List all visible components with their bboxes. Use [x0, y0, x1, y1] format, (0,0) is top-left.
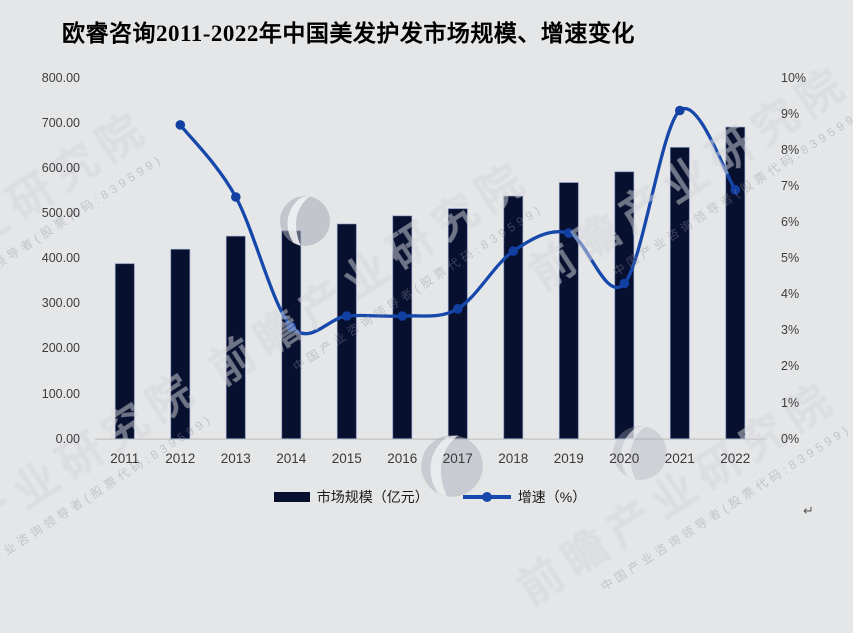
bar-2017: [447, 208, 468, 439]
x-tick-2013: 2013: [220, 451, 251, 466]
y-left-tick-400: 400.00: [41, 251, 80, 266]
y-left-tick-0: 0.00: [55, 431, 80, 446]
y-right-tick-8: 8%: [781, 142, 800, 157]
bar-2021: [669, 146, 690, 440]
bar-2020: [614, 171, 635, 439]
x-tick-2019: 2019: [553, 451, 584, 466]
y-right-tick-7: 7%: [781, 178, 800, 193]
bar-2016: [392, 215, 413, 439]
x-tick-2020: 2020: [609, 451, 640, 466]
y-right-tick-2: 2%: [781, 359, 800, 374]
bar-2014: [281, 230, 302, 440]
growth-line: [178, 106, 737, 336]
x-tick-2014: 2014: [276, 451, 307, 466]
bar-2019: [558, 182, 579, 440]
y-right-tick-4: 4%: [781, 287, 800, 302]
y-left-tick-700: 700.00: [41, 115, 80, 130]
growth-point-2012: [175, 120, 186, 130]
y-left-tick-500: 500.00: [41, 205, 80, 220]
growth-point-2019: [564, 228, 574, 238]
x-tick-2011: 2011: [110, 451, 140, 466]
y-left-tick-800: 800.00: [41, 70, 80, 85]
bar-2022: [725, 126, 746, 439]
growth-point-2020: [619, 278, 630, 289]
growth-point-2013: [231, 192, 241, 202]
legend: 市场规模（亿元） 增速（%）: [97, 487, 763, 507]
bar-2015: [336, 223, 357, 440]
y-right-tick-5: 5%: [781, 251, 800, 266]
growth-point-2014: [286, 322, 297, 332]
x-tick-2015: 2015: [331, 451, 362, 466]
x-tick-2022: 2022: [720, 451, 751, 466]
growth-point-2021: [675, 105, 685, 116]
bar-2012: [170, 248, 191, 440]
chart-title: 欧睿咨询2011-2022年中国美发护发市场规模、增速变化: [62, 21, 635, 46]
legend-line-swatch: [462, 495, 511, 499]
growth-point-2017: [453, 304, 463, 314]
plot-area: [95, 105, 766, 440]
y-left-tick-300: 300.00: [41, 296, 80, 311]
x-tick-2012: 2012: [165, 451, 196, 466]
chart-canvas: 欧睿咨询2011-2022年中国美发护发市场规模、增速变化 0.00 100.00…: [0, 0, 853, 525]
x-tick-2017: 2017: [442, 451, 473, 466]
y-right-tick-3: 3%: [781, 323, 800, 338]
legend-item-growth: 增速（%）: [462, 487, 587, 507]
paragraph-return-mark: ↵: [803, 503, 814, 518]
y-right-tick-9: 9%: [781, 106, 800, 121]
y-right-tick-6: 6%: [781, 214, 800, 229]
legend-item-market-size: 市场规模（亿元）: [273, 487, 429, 507]
x-tick-2016: 2016: [387, 451, 418, 466]
y-right-tick-0: 0%: [781, 431, 800, 446]
legend-line-label: 增速（%）: [517, 489, 587, 505]
y-left-tick-200: 200.00: [41, 341, 80, 356]
bar-2013: [225, 235, 246, 439]
legend-bar-swatch: [273, 492, 310, 502]
y-left-tick-600: 600.00: [41, 160, 80, 175]
y-right-tick-1: 1%: [781, 395, 800, 410]
y-left-tick-100: 100.00: [41, 386, 80, 401]
growth-point-2016: [397, 311, 408, 321]
growth-point-2022: [730, 185, 741, 195]
y-right-tick-10: 10%: [781, 70, 807, 85]
x-tick-2021: 2021: [664, 451, 695, 466]
bar-2011: [114, 263, 135, 440]
growth-point-2015: [342, 311, 352, 321]
legend-bar-label: 市场规模（亿元）: [316, 489, 429, 505]
growth-point-2018: [508, 246, 519, 256]
bar-2018: [503, 195, 524, 440]
x-tick-2018: 2018: [498, 451, 529, 466]
